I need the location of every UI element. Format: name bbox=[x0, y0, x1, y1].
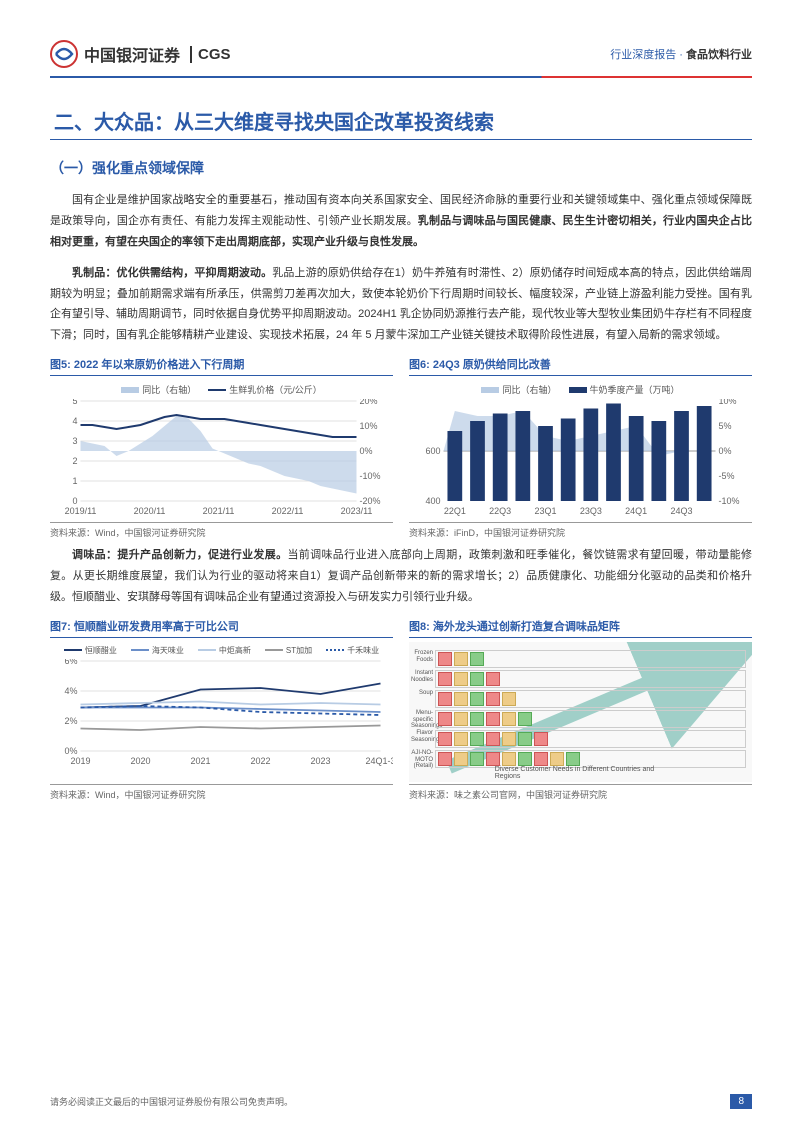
subsection-heading: （一）强化重点领域保障 bbox=[50, 158, 752, 178]
company-name-cn: 中国银河证券 bbox=[84, 42, 180, 66]
svg-text:24Q3: 24Q3 bbox=[670, 506, 692, 516]
section-heading-2: 二、大众品：从三大维度寻找央国企改革投资线索 bbox=[50, 106, 752, 135]
company-name-en: CGS bbox=[190, 46, 231, 63]
svg-text:2021: 2021 bbox=[190, 756, 210, 766]
svg-text:4: 4 bbox=[72, 416, 77, 426]
svg-text:22Q1: 22Q1 bbox=[444, 506, 466, 516]
figure-row-2: 图7: 恒顺醋业研发费用率高于可比公司 恒顺醋业海天味业中炬高新ST加加千禾味业… bbox=[50, 618, 752, 801]
fig6-title: 图6: 24Q3 原奶供给同比改善 bbox=[409, 356, 752, 376]
fig8-title: 图8: 海外龙头通过创新打造复合调味品矩阵 bbox=[409, 618, 752, 638]
svg-text:22Q3: 22Q3 bbox=[489, 506, 511, 516]
svg-text:2022/11: 2022/11 bbox=[272, 506, 304, 516]
svg-text:2019: 2019 bbox=[70, 756, 90, 766]
h2-rule bbox=[50, 139, 752, 140]
svg-text:1: 1 bbox=[72, 476, 77, 486]
svg-text:10%: 10% bbox=[719, 399, 737, 406]
svg-text:600: 600 bbox=[425, 446, 440, 456]
svg-text:0%: 0% bbox=[360, 446, 373, 456]
svg-text:400: 400 bbox=[425, 496, 440, 506]
svg-text:6%: 6% bbox=[64, 659, 77, 666]
svg-text:24Q1: 24Q1 bbox=[625, 506, 647, 516]
header-rule bbox=[50, 76, 752, 78]
fig7-legend: 恒顺醋业海天味业中炬高新ST加加千禾味业 bbox=[50, 642, 393, 659]
svg-text:2020: 2020 bbox=[130, 756, 150, 766]
svg-text:0%: 0% bbox=[64, 746, 77, 756]
svg-text:20%: 20% bbox=[360, 399, 378, 406]
svg-text:23Q1: 23Q1 bbox=[534, 506, 556, 516]
fig5-chart: 0 1 2 3 4 5 -20% -10% 0% 10% 20% 2019/11 2020/11 2021… bbox=[50, 399, 393, 517]
fig7-source: 资料来源：Wind，中国银河证券研究院 bbox=[50, 784, 393, 801]
figure-row-1: 图5: 2022 年以来原奶价格进入下行周期 同比（右轴） 生鲜乳价格（元/公斤… bbox=[50, 356, 752, 539]
svg-text:-10%: -10% bbox=[719, 496, 740, 506]
svg-text:24Q1-3: 24Q1-3 bbox=[365, 756, 393, 766]
fig7-title: 图7: 恒顺醋业研发费用率高于可比公司 bbox=[50, 618, 393, 638]
svg-text:2022: 2022 bbox=[250, 756, 270, 766]
svg-text:-20%: -20% bbox=[360, 496, 381, 506]
fig5-title: 图5: 2022 年以来原奶价格进入下行周期 bbox=[50, 356, 393, 376]
fig6-source: 资料来源：iFinD，中国银河证券研究院 bbox=[409, 522, 752, 539]
svg-text:0: 0 bbox=[72, 496, 77, 506]
figure-6: 图6: 24Q3 原奶供给同比改善 同比（右轴） 牛奶季度产量（万吨） 400 6… bbox=[409, 356, 752, 539]
svg-text:2: 2 bbox=[72, 456, 77, 466]
disclaimer: 请务必阅读正文最后的中国银河证券股份有限公司免责声明。 bbox=[50, 1095, 293, 1108]
svg-text:4%: 4% bbox=[64, 686, 77, 696]
svg-text:2023: 2023 bbox=[310, 756, 330, 766]
svg-text:-5%: -5% bbox=[719, 471, 735, 481]
figure-8: 图8: 海外龙头通过创新打造复合调味品矩阵 Frozen FoodsInstan… bbox=[409, 618, 752, 801]
fig7-chart: 0% 2% 4% 6% 2019 2020 2021 2022 2023 24Q1-3 bbox=[50, 659, 393, 767]
logo-icon bbox=[50, 40, 78, 68]
paragraph-1: 国有企业是维护国家战略安全的重要基石，推动国有资本向关系国家安全、国民经济命脉的… bbox=[50, 190, 752, 253]
svg-text:-10%: -10% bbox=[360, 471, 381, 481]
svg-text:2021/11: 2021/11 bbox=[203, 506, 235, 516]
paragraph-2: 乳制品：优化供需结构，平抑周期波动。乳品上游的原奶供给存在1）奶牛养殖有时滞性、… bbox=[50, 263, 752, 347]
page-number: 8 bbox=[730, 1094, 752, 1109]
page-footer: 请务必阅读正文最后的中国银河证券股份有限公司免责声明。 8 bbox=[50, 1094, 752, 1109]
page-header: 中国银河证券 CGS 行业深度报告 · 食品饮料行业 bbox=[50, 40, 752, 68]
svg-text:2%: 2% bbox=[64, 716, 77, 726]
fig5-legend: 同比（右轴） 生鲜乳价格（元/公斤） bbox=[50, 380, 393, 399]
figure-5: 图5: 2022 年以来原奶价格进入下行周期 同比（右轴） 生鲜乳价格（元/公斤… bbox=[50, 356, 393, 539]
paragraph-3: 调味品：提升产品创新力，促进行业发展。当前调味品行业进入底部向上周期，政策刺激和… bbox=[50, 545, 752, 608]
svg-text:0%: 0% bbox=[719, 446, 732, 456]
svg-text:10%: 10% bbox=[360, 421, 378, 431]
svg-text:5%: 5% bbox=[719, 421, 732, 431]
svg-text:3: 3 bbox=[72, 436, 77, 446]
svg-text:2019/11: 2019/11 bbox=[65, 506, 97, 516]
fig8-body: Frozen FoodsInstant NoodlesSoupMenu-spec… bbox=[409, 642, 752, 782]
figure-7: 图7: 恒顺醋业研发费用率高于可比公司 恒顺醋业海天味业中炬高新ST加加千禾味业… bbox=[50, 618, 393, 801]
fig6-legend: 同比（右轴） 牛奶季度产量（万吨） bbox=[409, 380, 752, 399]
report-type: 行业深度报告 bbox=[610, 49, 676, 61]
svg-text:2020/11: 2020/11 bbox=[134, 506, 166, 516]
header-right: 行业深度报告 · 食品饮料行业 bbox=[610, 46, 752, 62]
fig5-source: 资料来源：Wind，中国银河证券研究院 bbox=[50, 522, 393, 539]
svg-text:2023/11: 2023/11 bbox=[341, 506, 373, 516]
fig6-chart: 400 600 -10% -5% 0% 5% 10% 22Q1 22Q3 23Q1 23Q3 24Q1… bbox=[409, 399, 752, 517]
svg-text:5: 5 bbox=[72, 399, 77, 406]
fig8-source: 资料来源：味之素公司官网，中国银河证券研究院 bbox=[409, 784, 752, 801]
sector: 食品饮料行业 bbox=[686, 49, 752, 61]
logo-block: 中国银河证券 CGS bbox=[50, 40, 231, 68]
svg-text:23Q3: 23Q3 bbox=[580, 506, 602, 516]
